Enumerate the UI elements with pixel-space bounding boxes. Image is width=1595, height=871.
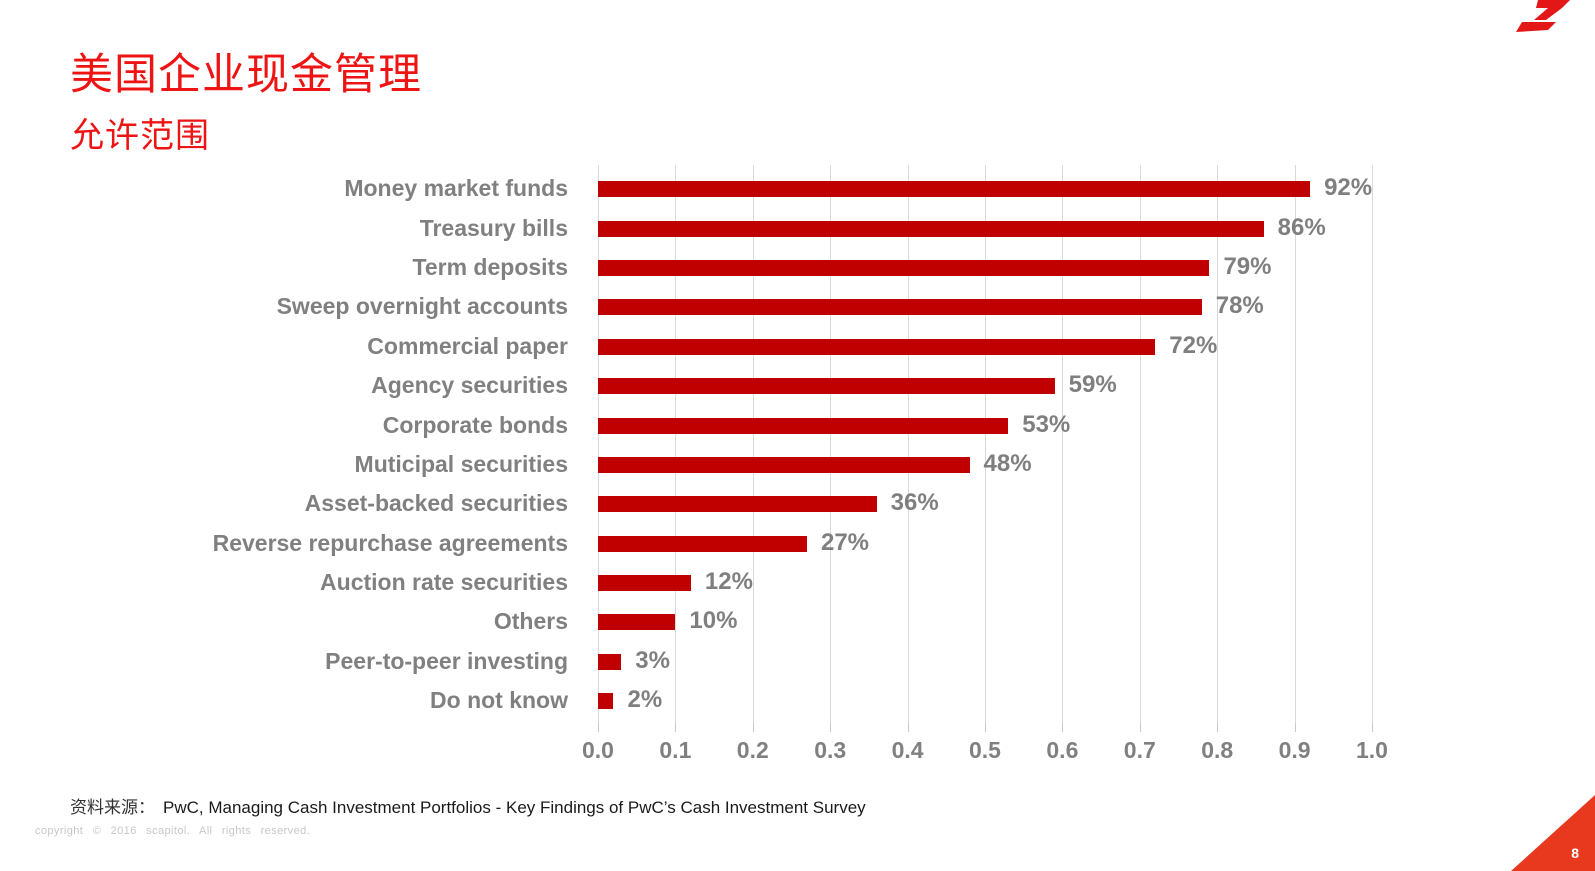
category-label: Commercial paper	[367, 332, 568, 359]
value-label: 10%	[689, 607, 738, 635]
bar	[598, 378, 1055, 395]
bar	[598, 181, 1311, 198]
value-label: 36%	[890, 489, 939, 517]
bar	[598, 693, 614, 710]
category-label: Auction rate securities	[320, 569, 568, 596]
x-tick-label: 0.2	[736, 737, 769, 763]
x-tick-label: 0.1	[659, 737, 692, 763]
gridline	[1217, 165, 1219, 723]
axis-tick	[1372, 723, 1373, 732]
bar	[598, 260, 1210, 277]
axis-tick	[1062, 723, 1064, 732]
category-label: Sweep overnight accounts	[276, 293, 568, 320]
gridline	[1372, 165, 1373, 723]
value-label: 86%	[1277, 213, 1326, 241]
x-tick-label: 0.9	[1278, 737, 1311, 763]
x-tick-label: 0.5	[969, 737, 1001, 763]
category-label: Corporate bonds	[382, 411, 568, 438]
axis-tick	[598, 723, 599, 732]
x-tick-label: 0.7	[1123, 737, 1156, 763]
axis-tick	[907, 723, 909, 732]
value-label: 59%	[1068, 371, 1117, 399]
x-tick-label: 0.0	[582, 737, 614, 763]
axis-tick	[1139, 723, 1141, 732]
value-label: 12%	[704, 568, 753, 596]
gridline	[675, 165, 677, 723]
axis-tick	[985, 723, 986, 732]
axis-tick	[1217, 723, 1219, 732]
axis-tick	[675, 723, 677, 732]
source-line: 资料来源： PwC, Managing Cash Investment Portf…	[70, 793, 866, 818]
bar	[598, 614, 676, 631]
category-label: Money market funds	[344, 175, 568, 202]
x-tick-label: 0.8	[1201, 737, 1234, 763]
gridline	[1294, 165, 1296, 723]
slide-subtitle: 允许范围	[70, 117, 210, 155]
value-label: 27%	[820, 528, 870, 556]
category-label: Term deposits	[412, 254, 569, 281]
value-label: 3%	[635, 646, 670, 674]
x-tick-label: 0.6	[1046, 737, 1079, 763]
gridline	[752, 165, 754, 723]
category-label: Asset-backed securities	[304, 490, 568, 517]
value-label: 53%	[1022, 410, 1071, 438]
bar	[598, 535, 807, 552]
gridline	[830, 165, 832, 723]
x-tick-label: 0.4	[891, 737, 924, 763]
page-number: 8	[1571, 845, 1579, 861]
bar	[598, 496, 877, 513]
gridline	[907, 165, 909, 723]
bar	[598, 575, 691, 592]
category-label: Muticipal securities	[354, 450, 568, 477]
category-label: Do not know	[430, 687, 568, 714]
category-label: Others	[493, 608, 568, 635]
bar	[598, 456, 970, 473]
category-label: Peer-to-peer investing	[325, 647, 568, 674]
gridline	[1062, 165, 1064, 723]
bar	[598, 653, 622, 670]
value-label: 78%	[1215, 292, 1264, 320]
x-tick-label: 0.3	[814, 737, 847, 763]
bar	[598, 220, 1264, 237]
category-label: Agency securities	[371, 372, 568, 399]
bar	[598, 299, 1202, 316]
bar	[598, 417, 1009, 434]
gridline	[1139, 165, 1141, 723]
value-label: 2%	[627, 686, 663, 714]
source-text: PwC, Managing Cash Investment Portfolios…	[163, 798, 866, 817]
gridline	[598, 165, 599, 723]
value-label: 72%	[1169, 331, 1218, 359]
axis-tick	[1294, 723, 1296, 732]
category-label: Reverse repurchase agreements	[212, 529, 568, 556]
copyright-text: copyright © 2016 scapitol. All rights re…	[35, 825, 311, 837]
value-label: 79%	[1223, 253, 1272, 281]
axis-tick	[752, 723, 754, 732]
bar	[598, 338, 1156, 355]
x-tick-label: 1.0	[1356, 737, 1388, 763]
brand-logo-icon	[1516, 0, 1570, 32]
gridline	[985, 165, 986, 723]
axis-tick	[830, 723, 832, 732]
value-label: 92%	[1324, 174, 1373, 202]
category-label: Treasury bills	[419, 214, 568, 241]
source-label: 资料来源：	[70, 798, 155, 817]
value-label: 48%	[983, 449, 1032, 477]
slide-title: 美国企业现金管理	[70, 51, 422, 99]
